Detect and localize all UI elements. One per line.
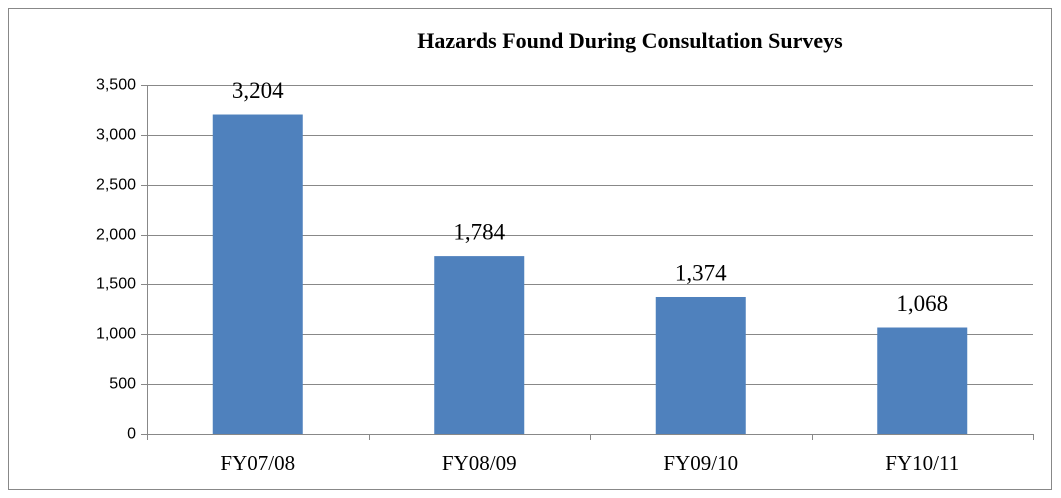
y-tick-label: 500: [109, 376, 136, 393]
y-tick-label: 0: [127, 426, 136, 443]
data-label: 1,784: [453, 219, 505, 244]
y-tick-label: 1,500: [96, 276, 136, 293]
bar: [212, 114, 303, 434]
bar: [434, 256, 525, 434]
y-tick-label: 2,500: [96, 177, 136, 194]
data-label: 1,068: [896, 291, 948, 316]
chart-title: Hazards Found During Consultation Survey…: [417, 28, 843, 53]
data-label: 1,374: [675, 260, 727, 285]
x-tick-label: FY10/11: [885, 451, 959, 475]
y-tick-label: 1,000: [96, 326, 136, 343]
x-tick-label: FY09/10: [663, 451, 738, 475]
data-label: 3,204: [232, 78, 284, 103]
y-tick-label: 2,000: [96, 227, 136, 244]
bar: [877, 327, 968, 434]
y-tick-label: 3,000: [96, 127, 136, 144]
x-tick-label: FY07/08: [220, 451, 295, 475]
bar: [655, 296, 746, 434]
y-tick-label: 3,500: [96, 77, 136, 94]
x-tick-label: FY08/09: [442, 451, 517, 475]
